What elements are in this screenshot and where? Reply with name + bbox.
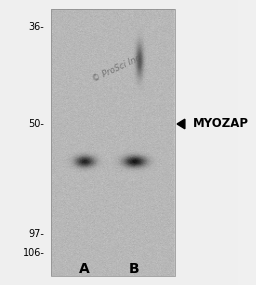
Bar — [51, 9, 175, 276]
Text: 106-: 106- — [23, 248, 45, 258]
Polygon shape — [177, 119, 185, 129]
Text: B: B — [129, 262, 140, 276]
Text: 97-: 97- — [29, 229, 45, 239]
Text: A: A — [79, 262, 90, 276]
Text: 36-: 36- — [29, 22, 45, 32]
Text: 50-: 50- — [29, 119, 45, 129]
Text: MYOZAP: MYOZAP — [193, 117, 249, 131]
Text: © ProSci Inc.: © ProSci Inc. — [91, 53, 144, 84]
